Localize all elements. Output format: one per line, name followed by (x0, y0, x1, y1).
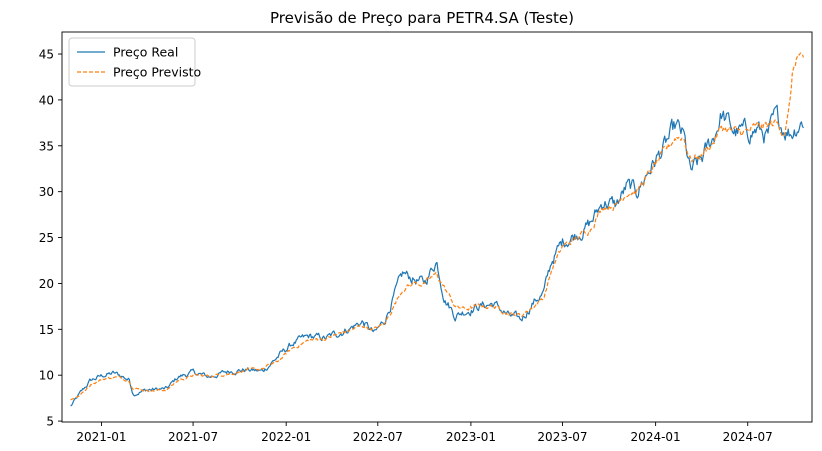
series-line-preco-previsto (70, 52, 804, 401)
y-axis: 5 10 15 20 25 30 35 40 45 (39, 48, 62, 429)
x-tick-label: 2022-07 (353, 430, 403, 444)
series-layer (70, 52, 804, 407)
x-tick-label: 2021-01 (76, 430, 126, 444)
chart-title: Previsão de Preço para PETR4.SA (Teste) (270, 9, 574, 27)
y-tick-label: 25 (39, 231, 54, 245)
x-tick-label: 2023-01 (446, 430, 496, 444)
x-tick-label: 2021-07 (168, 430, 218, 444)
legend: Preço Real Preço Previsto (68, 37, 201, 87)
legend-label: Preço Real (113, 45, 178, 60)
x-tick-label: 2024-07 (723, 430, 773, 444)
y-tick-label: 20 (39, 277, 54, 291)
x-tick-label: 2024-01 (631, 430, 681, 444)
x-tick-label: 2023-07 (537, 430, 587, 444)
x-tick-label: 2022-01 (261, 430, 311, 444)
x-axis: 2021-01 2021-07 2022-01 2022-07 2023-01 2023-… (76, 422, 773, 444)
series-line-preco-real (70, 104, 804, 407)
legend-box (68, 37, 196, 87)
legend-label: Preço Previsto (113, 65, 201, 80)
y-tick-label: 10 (39, 369, 54, 383)
plot-frame (61, 31, 813, 423)
y-tick-label: 15 (39, 323, 54, 337)
y-tick-label: 35 (39, 139, 54, 153)
y-tick-label: 40 (39, 93, 54, 107)
y-tick-label: 30 (39, 185, 54, 199)
y-tick-label: 45 (39, 48, 54, 62)
y-tick-label: 5 (46, 415, 54, 429)
